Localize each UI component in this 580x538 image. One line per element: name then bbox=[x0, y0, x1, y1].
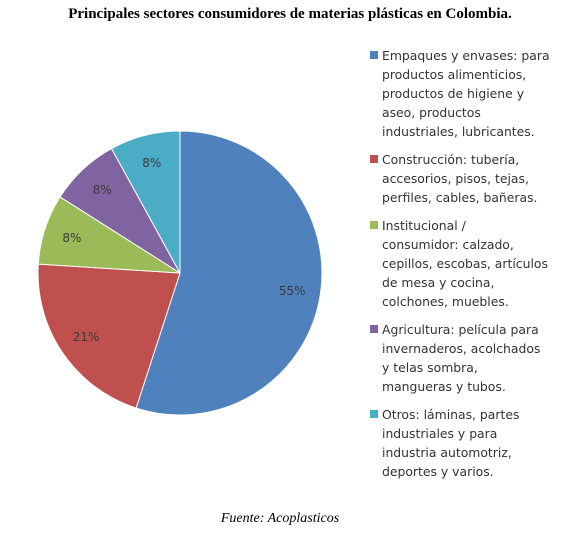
chart-area: 55% 21% 8% 8% 8% Empaques y envases: para pr… bbox=[30, 38, 550, 490]
legend-item-institucional: Institucional / consumidor: calzado, cep… bbox=[370, 216, 550, 311]
pie-label-empaques: 55% bbox=[279, 284, 306, 298]
legend-text-agricultura: Agricultura: película para invernaderos,… bbox=[382, 322, 541, 394]
legend-item-empaques: Empaques y envases: para productos alime… bbox=[370, 46, 550, 141]
legend-swatch-agricultura bbox=[370, 325, 378, 333]
legend-item-construccion: Construcción: tubería, accesorios, pisos… bbox=[370, 150, 550, 207]
chart-title: Principales sectores consumidores de mat… bbox=[68, 6, 512, 22]
pie-slice-construccion bbox=[37, 263, 181, 409]
legend-item-agricultura: Agricultura: película para invernaderos,… bbox=[370, 320, 550, 396]
source-caption: Fuente: Acoplasticos bbox=[220, 511, 340, 526]
pie-label-otros: 8% bbox=[142, 156, 161, 170]
pie-slice-empaques bbox=[135, 130, 323, 416]
legend-swatch-institucional bbox=[370, 221, 378, 229]
pie-chart: 55% 21% 8% 8% 8% bbox=[37, 130, 323, 416]
pie-label-agricultura: 8% bbox=[93, 183, 112, 197]
pie-slice-otros bbox=[110, 130, 181, 274]
legend-swatch-otros bbox=[370, 410, 378, 418]
legend-text-institucional: Institucional / consumidor: calzado, cep… bbox=[382, 218, 548, 309]
legend-text-otros: Otros: láminas, partes industriales y pa… bbox=[382, 407, 520, 479]
pie-label-institucional: 8% bbox=[62, 231, 81, 245]
legend-swatch-empaques bbox=[370, 51, 378, 59]
pie-label-construccion: 21% bbox=[73, 330, 100, 344]
legend-swatch-construccion bbox=[370, 155, 378, 163]
legend-text-construccion: Construcción: tubería, accesorios, pisos… bbox=[382, 152, 538, 205]
legend-text-empaques: Empaques y envases: para productos alime… bbox=[382, 48, 550, 139]
legend-item-otros: Otros: láminas, partes industriales y pa… bbox=[370, 405, 550, 481]
legend: Empaques y envases: para productos alime… bbox=[370, 46, 550, 490]
